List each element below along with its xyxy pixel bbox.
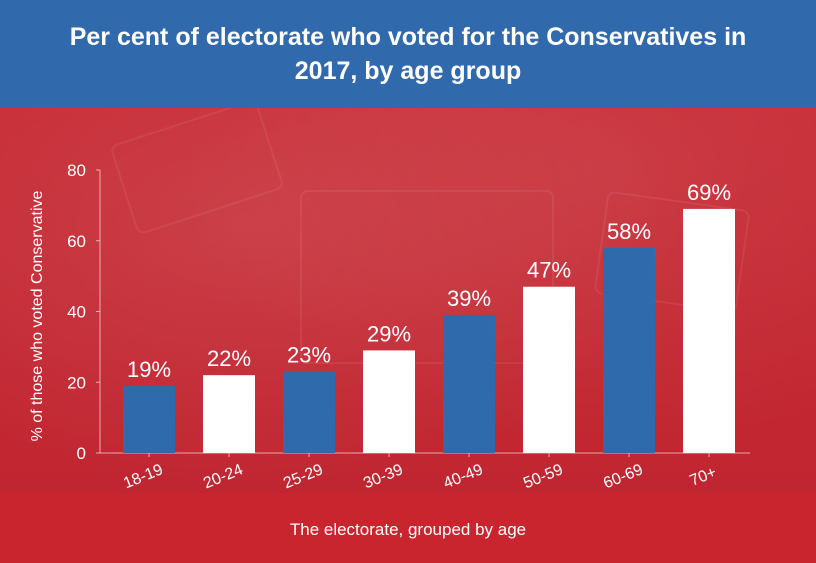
bar (203, 375, 255, 453)
data-label: 69% (687, 180, 731, 205)
bar (683, 208, 735, 453)
x-tick-label: 18-19 (121, 461, 165, 492)
x-tick-label: 50-59 (521, 461, 565, 492)
bar (603, 247, 655, 453)
bars (123, 208, 735, 453)
y-tick-label: 0 (77, 444, 86, 463)
y-tick-label: 40 (67, 303, 86, 322)
bar (283, 371, 335, 453)
header-band: Per cent of electorate who voted for the… (0, 0, 816, 108)
y-tick-label: 80 (67, 161, 86, 180)
y-axis-label: % of those who voted Conservative (29, 190, 46, 442)
x-tick-label: 30-39 (361, 461, 405, 492)
decor-paper (300, 190, 554, 364)
x-tick-label: 70+ (688, 464, 720, 490)
y-tick-label: 60 (67, 232, 86, 251)
data-label: 22% (207, 346, 251, 371)
footer-band (0, 493, 816, 563)
data-label: 39% (447, 286, 491, 311)
x-tick-label: 20-24 (201, 461, 245, 492)
bar (123, 385, 175, 453)
x-axis-label: The electorate, grouped by age (289, 520, 527, 539)
x-tick-label: 60-69 (601, 461, 645, 492)
chart-title: Per cent of electorate who voted for the… (69, 23, 747, 85)
data-label: 23% (287, 343, 331, 368)
data-label: 19% (127, 357, 171, 382)
x-tick-label: 40-49 (441, 461, 485, 492)
bar (363, 350, 415, 453)
data-label: 47% (527, 258, 571, 283)
data-label: 58% (607, 219, 651, 244)
bar (523, 286, 575, 453)
bar (443, 315, 495, 453)
data-label: 29% (367, 321, 411, 346)
y-tick-label: 20 (67, 373, 86, 392)
x-tick-label: 25-29 (281, 461, 325, 492)
